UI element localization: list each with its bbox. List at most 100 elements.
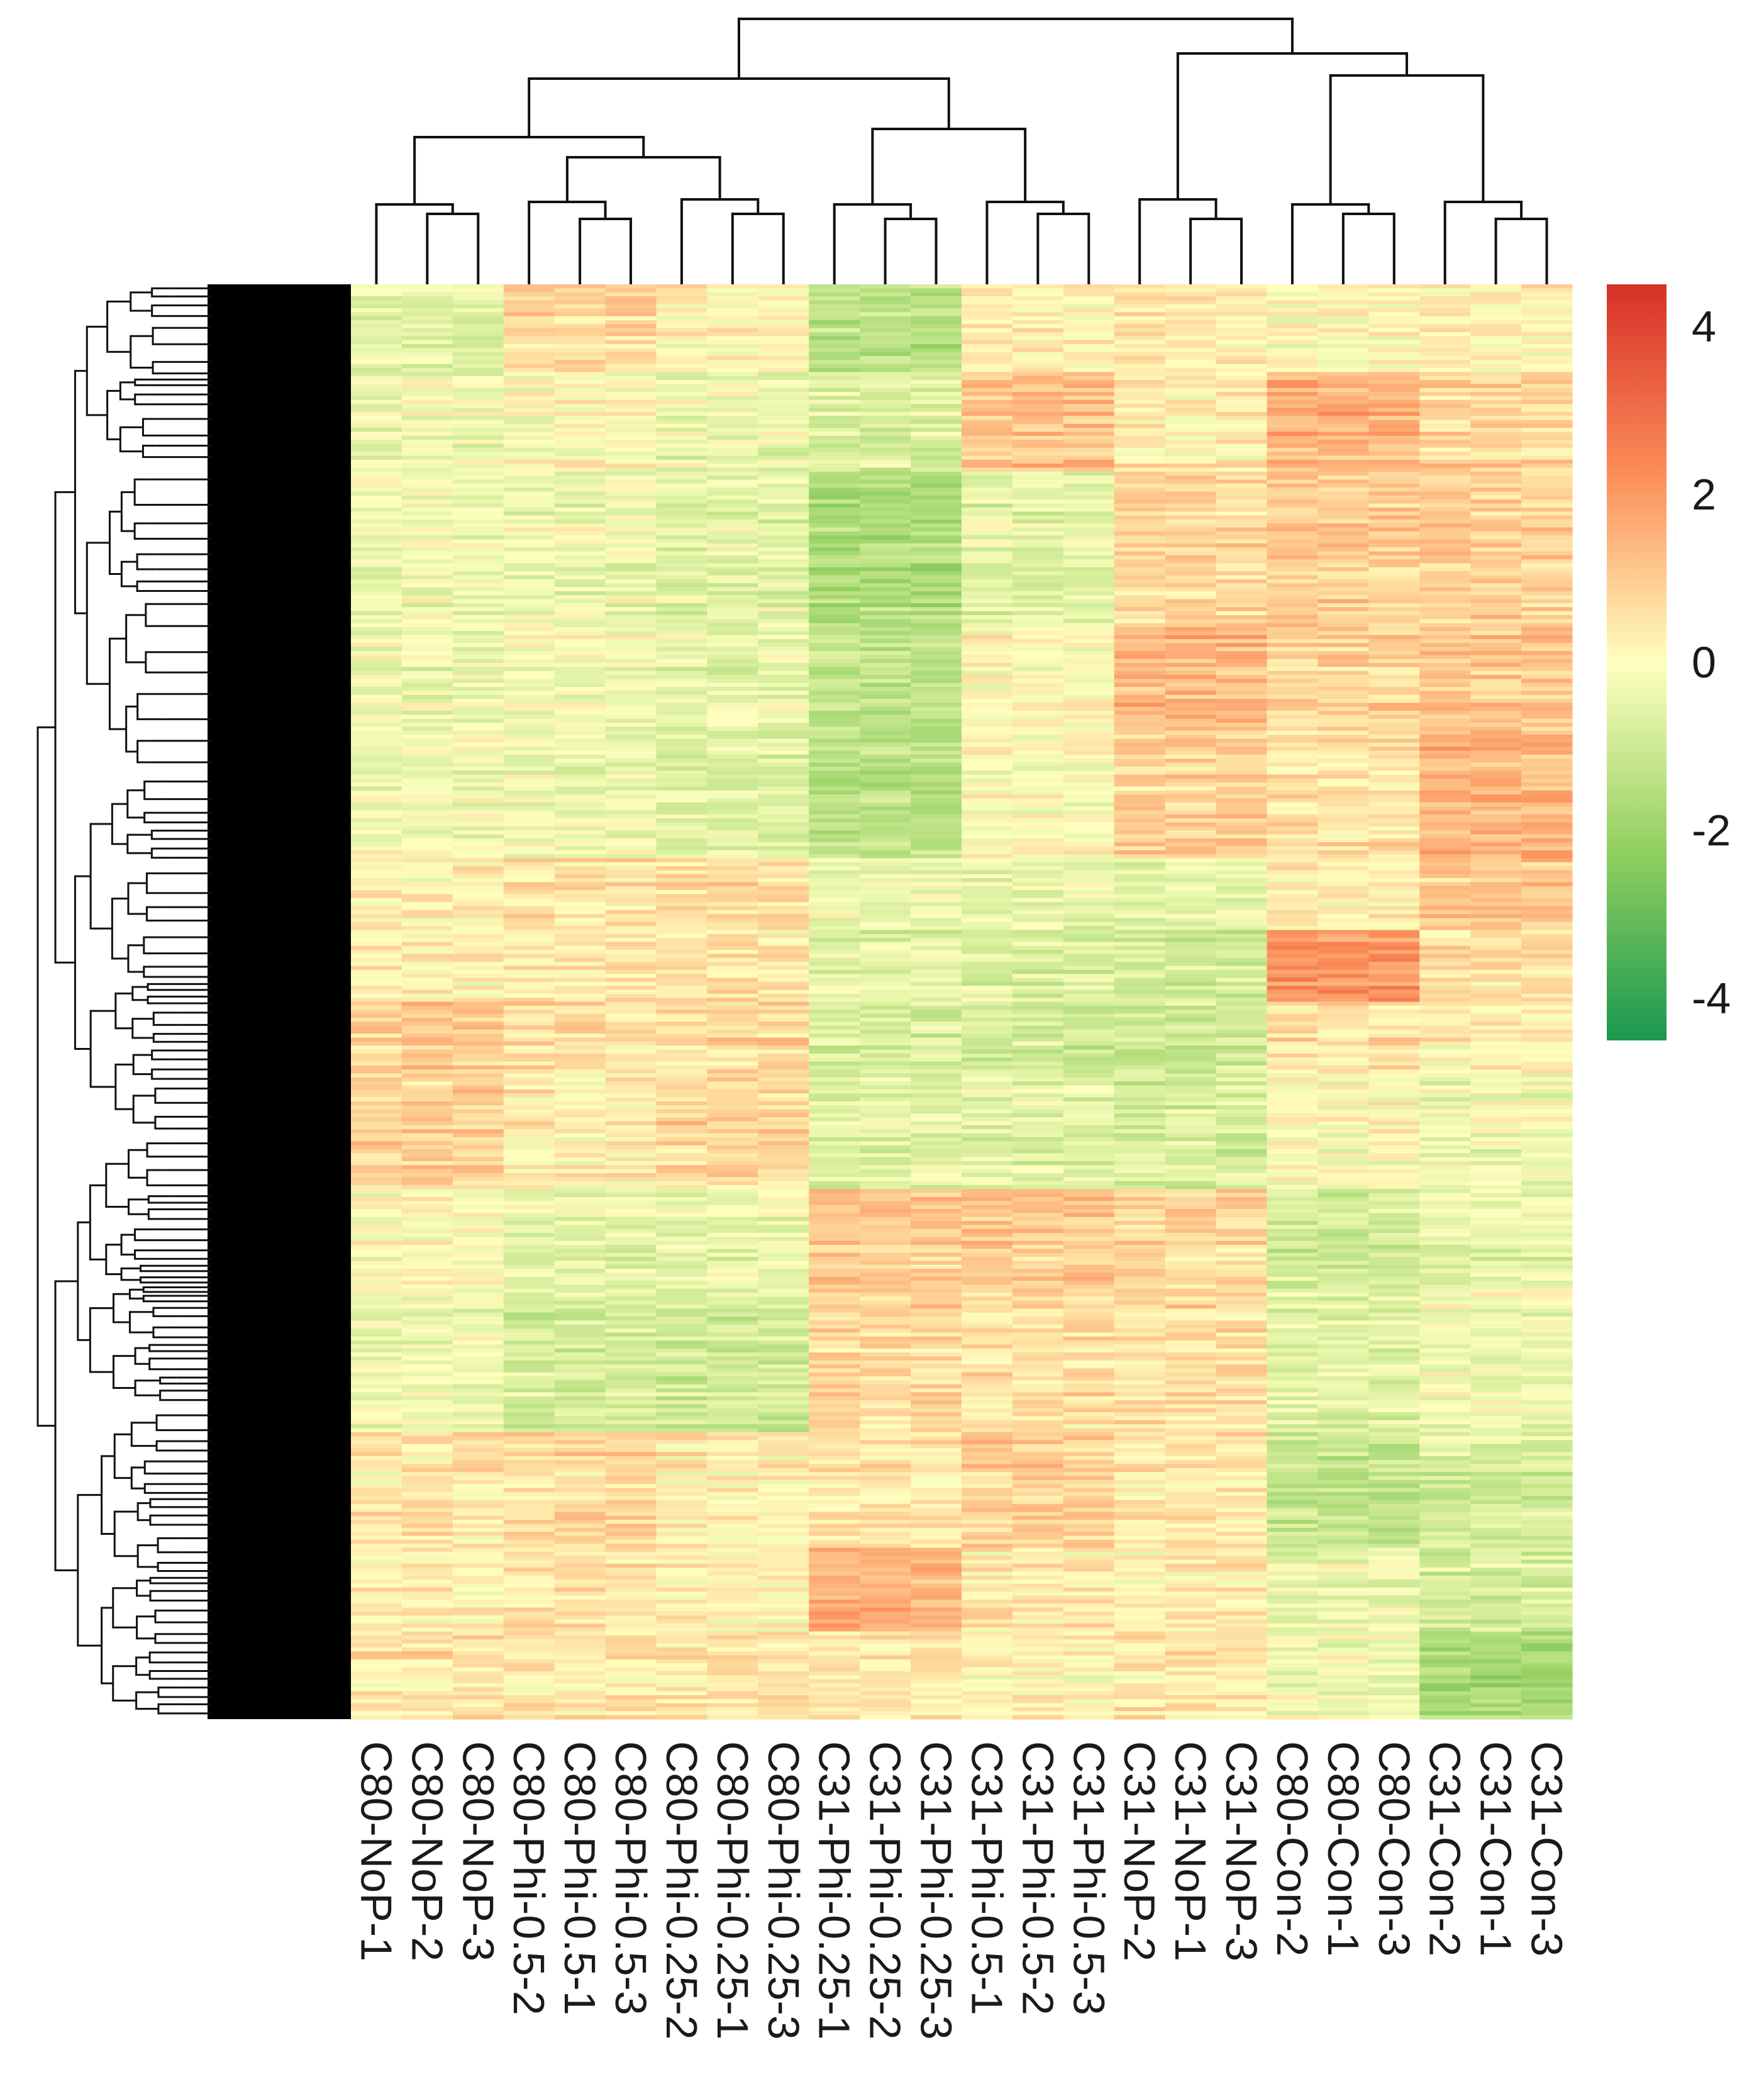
heatmap-cell bbox=[1063, 587, 1115, 592]
heatmap-cell bbox=[351, 698, 402, 703]
heatmap-cell bbox=[554, 878, 606, 883]
heatmap-cell bbox=[1470, 1049, 1522, 1054]
heatmap-cell bbox=[351, 638, 402, 643]
heatmap-cell bbox=[656, 906, 708, 911]
heatmap-cell bbox=[1012, 499, 1064, 504]
heatmap-cell bbox=[503, 603, 555, 608]
heatmap-cell bbox=[1368, 746, 1420, 751]
heatmap-cell bbox=[707, 870, 758, 875]
heatmap-cell bbox=[1419, 635, 1471, 640]
heatmap-cell bbox=[401, 742, 453, 747]
heatmap-cell bbox=[503, 459, 555, 464]
heatmap-cell bbox=[1470, 523, 1522, 528]
heatmap-cell bbox=[911, 818, 962, 823]
heatmap-cell bbox=[554, 507, 606, 512]
heatmap-cell bbox=[1368, 452, 1420, 457]
heatmap-cell bbox=[1521, 1013, 1573, 1018]
heatmap-cell bbox=[758, 579, 809, 584]
heatmap-cell bbox=[656, 862, 708, 867]
heatmap-cell bbox=[554, 535, 606, 540]
heatmap-cell bbox=[1470, 348, 1522, 353]
heatmap-cell bbox=[605, 655, 657, 660]
heatmap-cell bbox=[401, 667, 453, 672]
heatmap-cell bbox=[1063, 324, 1115, 329]
heatmap-cell bbox=[1165, 902, 1217, 907]
heatmap-cell bbox=[1317, 559, 1369, 564]
heatmap-cell bbox=[911, 691, 962, 696]
heatmap-cell bbox=[860, 631, 911, 636]
heatmap-cell bbox=[1368, 846, 1420, 851]
heatmap-cell bbox=[1063, 404, 1115, 409]
heatmap-cell bbox=[503, 786, 555, 791]
heatmap-cell bbox=[1521, 662, 1573, 667]
heatmap-cell bbox=[656, 399, 708, 404]
heatmap-cell bbox=[911, 507, 962, 512]
heatmap-cell bbox=[1165, 1010, 1217, 1015]
heatmap-cell bbox=[911, 826, 962, 831]
heatmap-cell bbox=[1114, 679, 1166, 684]
heatmap-cell bbox=[758, 774, 809, 779]
heatmap-cell bbox=[401, 790, 453, 795]
heatmap-cell bbox=[554, 476, 606, 481]
heatmap-cell bbox=[1114, 1029, 1166, 1034]
heatmap-cell bbox=[707, 420, 758, 425]
heatmap-cell bbox=[1165, 986, 1217, 991]
heatmap-cell bbox=[1114, 483, 1166, 488]
heatmap-cell bbox=[1317, 631, 1369, 636]
heatmap-cell bbox=[1368, 631, 1420, 636]
heatmap-cell bbox=[809, 862, 860, 867]
heatmap-cell bbox=[503, 822, 555, 827]
heatmap-cell bbox=[809, 898, 860, 903]
heatmap-cell bbox=[911, 459, 962, 464]
heatmap-cell bbox=[911, 364, 962, 369]
heatmap-cell bbox=[656, 308, 708, 313]
heatmap-cell bbox=[860, 922, 911, 927]
heatmap-cell bbox=[605, 966, 657, 971]
heatmap-cell bbox=[351, 874, 402, 879]
heatmap-cell bbox=[351, 826, 402, 831]
heatmap-cell bbox=[1470, 599, 1522, 604]
heatmap-cell bbox=[605, 1001, 657, 1006]
heatmap-cell bbox=[758, 396, 809, 401]
heatmap-cell bbox=[1114, 1109, 1166, 1114]
heatmap-cell bbox=[503, 774, 555, 779]
heatmap-cell bbox=[1419, 487, 1471, 493]
heatmap-cell bbox=[707, 686, 758, 691]
heatmap-cell bbox=[707, 966, 758, 971]
heatmap-cell bbox=[605, 906, 657, 911]
heatmap-cell bbox=[860, 563, 911, 568]
heatmap-cell bbox=[1165, 324, 1217, 329]
heatmap-cell bbox=[1165, 1001, 1217, 1006]
heatmap-cell bbox=[758, 906, 809, 911]
heatmap-cell bbox=[351, 607, 402, 612]
heatmap-cell bbox=[656, 411, 708, 416]
heatmap-cell bbox=[758, 591, 809, 596]
heatmap-cell bbox=[351, 1045, 402, 1050]
heatmap-cell bbox=[351, 284, 402, 289]
heatmap-cell bbox=[707, 344, 758, 348]
heatmap-cell bbox=[1368, 930, 1420, 935]
heatmap-cell bbox=[809, 778, 860, 783]
heatmap-cell bbox=[401, 344, 453, 348]
heatmap-cell bbox=[707, 495, 758, 500]
heatmap-cell bbox=[351, 647, 402, 652]
heatmap-cell bbox=[1267, 591, 1319, 596]
heatmap-cell bbox=[1012, 902, 1064, 907]
heatmap-cell bbox=[1216, 1081, 1268, 1086]
heatmap-cell bbox=[1419, 575, 1471, 580]
heatmap-cell bbox=[860, 662, 911, 667]
heatmap-cell bbox=[1012, 479, 1064, 484]
heatmap-cell bbox=[1368, 662, 1420, 667]
heatmap-cell bbox=[707, 886, 758, 891]
heatmap-cell bbox=[1216, 686, 1268, 691]
heatmap-cell bbox=[656, 364, 708, 369]
heatmap-cell bbox=[1521, 559, 1573, 564]
heatmap-cell bbox=[1063, 491, 1115, 496]
heatmap-cell bbox=[554, 945, 606, 950]
heatmap-cell bbox=[860, 962, 911, 967]
heatmap-cell bbox=[503, 423, 555, 428]
heatmap-cell bbox=[1114, 647, 1166, 652]
heatmap-cell bbox=[1063, 818, 1115, 823]
heatmap-cell bbox=[1063, 519, 1115, 524]
heatmap-cell bbox=[1317, 650, 1369, 655]
